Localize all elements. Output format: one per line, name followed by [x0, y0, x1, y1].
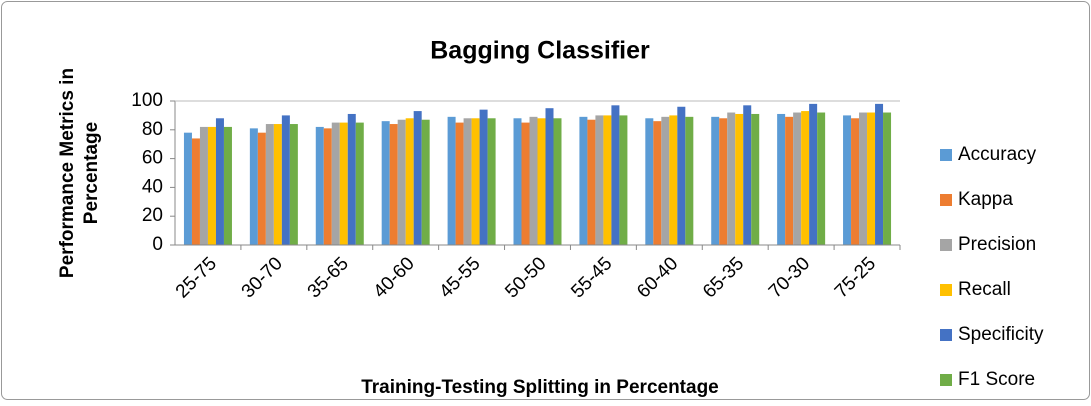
bar	[793, 112, 802, 246]
bar	[743, 105, 752, 245]
legend-swatch	[940, 194, 952, 206]
bar	[809, 103, 818, 245]
y-axis-label: Percentage	[81, 122, 102, 224]
bar	[661, 116, 670, 245]
bar	[273, 124, 282, 245]
bar	[685, 116, 694, 245]
y-tick-label: 100	[131, 90, 163, 111]
bar	[191, 138, 200, 245]
bar	[735, 113, 744, 246]
bar	[785, 116, 794, 245]
bar	[883, 112, 892, 246]
bar	[645, 118, 654, 245]
bar	[653, 121, 662, 245]
bar	[447, 116, 456, 245]
bar	[711, 116, 720, 245]
bar	[265, 124, 274, 245]
bar	[405, 118, 414, 245]
bar	[339, 122, 348, 245]
legend-swatch	[940, 149, 952, 161]
y-tick-label: 0	[152, 234, 163, 255]
y-tick-label: 40	[142, 176, 163, 197]
bar	[215, 118, 224, 245]
bar	[421, 119, 430, 245]
bar	[455, 122, 464, 245]
bar	[859, 112, 868, 246]
legend-label: Specificity	[958, 324, 1044, 345]
bar	[553, 118, 562, 245]
chart-title: Bagging Classifier	[430, 37, 650, 65]
legend-label: Accuracy	[958, 144, 1037, 165]
bar	[677, 106, 686, 245]
bar	[207, 126, 216, 245]
bar	[355, 122, 364, 245]
y-axis-label: Performance Metrics in	[57, 68, 78, 278]
legend-swatch	[940, 374, 952, 386]
bar	[413, 111, 422, 245]
bar	[801, 111, 810, 245]
bar	[347, 113, 356, 246]
bar	[751, 113, 760, 246]
bar	[487, 118, 496, 245]
y-tick-label: 80	[142, 119, 163, 140]
bar	[529, 116, 538, 245]
bar	[727, 112, 736, 246]
bar	[183, 132, 192, 245]
bar	[323, 128, 332, 245]
bar	[719, 118, 728, 245]
y-tick-label: 60	[142, 148, 163, 169]
bar	[331, 122, 340, 245]
bar	[843, 115, 852, 246]
bar	[587, 119, 596, 245]
bar	[249, 128, 258, 245]
bar	[479, 109, 488, 245]
bar	[463, 118, 472, 245]
bar	[513, 118, 522, 245]
bar	[579, 116, 588, 245]
legend-label: Precision	[958, 234, 1036, 255]
bar	[537, 118, 546, 245]
bar	[199, 126, 208, 245]
bar	[397, 119, 406, 245]
bar	[223, 126, 232, 245]
legend-label: Kappa	[958, 189, 1013, 210]
bar	[611, 105, 620, 245]
legend-swatch	[940, 284, 952, 296]
legend-label: Recall	[958, 279, 1011, 300]
bar	[595, 115, 604, 246]
bar	[257, 132, 266, 245]
bar	[867, 112, 876, 246]
bar	[381, 121, 390, 245]
bar	[315, 126, 324, 245]
legend-label: F1 Score	[958, 369, 1035, 390]
x-axis-label: Training-Testing Splitting in Percentage	[361, 377, 719, 398]
bar	[851, 118, 860, 245]
bar	[545, 108, 554, 245]
bar	[619, 115, 628, 246]
y-tick-label: 20	[142, 205, 163, 226]
bar	[777, 113, 786, 246]
bar	[521, 122, 530, 245]
bar	[669, 115, 678, 246]
bar	[389, 124, 398, 245]
bar	[471, 118, 480, 245]
bar	[875, 103, 884, 245]
bar	[289, 124, 298, 245]
legend-swatch	[940, 329, 952, 341]
legend-swatch	[940, 239, 952, 251]
bar	[281, 115, 290, 246]
bar	[817, 112, 826, 246]
bar	[603, 115, 612, 246]
